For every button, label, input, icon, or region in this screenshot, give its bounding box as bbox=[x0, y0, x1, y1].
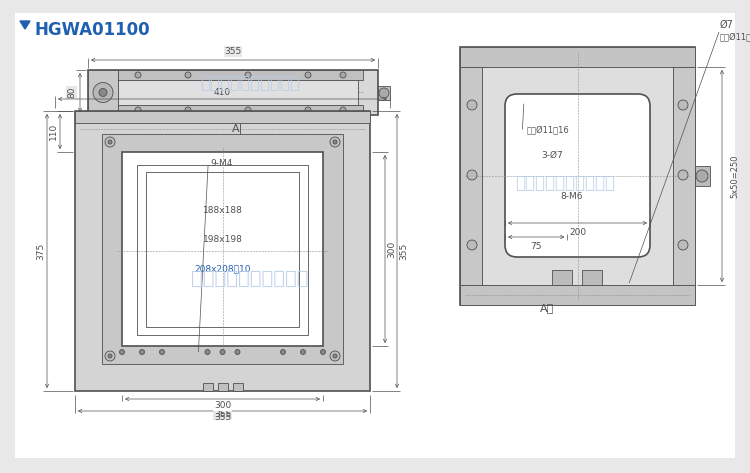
FancyBboxPatch shape bbox=[75, 111, 370, 391]
FancyBboxPatch shape bbox=[15, 13, 735, 458]
Circle shape bbox=[379, 88, 389, 98]
FancyBboxPatch shape bbox=[505, 94, 650, 257]
Circle shape bbox=[135, 107, 141, 113]
Circle shape bbox=[140, 350, 145, 354]
Circle shape bbox=[320, 350, 326, 354]
Circle shape bbox=[333, 140, 337, 144]
Text: 9-M4: 9-M4 bbox=[211, 159, 232, 168]
Circle shape bbox=[330, 351, 340, 361]
Circle shape bbox=[135, 72, 141, 78]
Circle shape bbox=[340, 107, 346, 113]
Text: 355: 355 bbox=[224, 47, 242, 56]
Circle shape bbox=[99, 88, 107, 96]
FancyBboxPatch shape bbox=[460, 285, 695, 305]
Circle shape bbox=[160, 350, 164, 354]
FancyBboxPatch shape bbox=[118, 105, 363, 115]
Circle shape bbox=[108, 354, 112, 358]
Text: 375: 375 bbox=[36, 242, 45, 260]
Polygon shape bbox=[20, 21, 30, 29]
Circle shape bbox=[185, 72, 191, 78]
Text: 北京衡工仪器有限公司: 北京衡工仪器有限公司 bbox=[515, 174, 615, 192]
FancyBboxPatch shape bbox=[88, 70, 118, 115]
Circle shape bbox=[220, 350, 225, 354]
Text: 110: 110 bbox=[49, 123, 58, 140]
FancyBboxPatch shape bbox=[118, 80, 358, 105]
Circle shape bbox=[119, 350, 124, 354]
FancyBboxPatch shape bbox=[460, 47, 695, 67]
Circle shape bbox=[305, 107, 311, 113]
Circle shape bbox=[185, 107, 191, 113]
FancyBboxPatch shape bbox=[75, 111, 370, 123]
Circle shape bbox=[301, 350, 305, 354]
FancyBboxPatch shape bbox=[102, 134, 343, 364]
Circle shape bbox=[108, 140, 112, 144]
Text: 355: 355 bbox=[214, 410, 231, 419]
Text: 355: 355 bbox=[214, 413, 231, 422]
Circle shape bbox=[205, 350, 210, 354]
Circle shape bbox=[340, 72, 346, 78]
Circle shape bbox=[245, 72, 251, 78]
FancyBboxPatch shape bbox=[232, 383, 242, 391]
Circle shape bbox=[333, 354, 337, 358]
FancyBboxPatch shape bbox=[482, 67, 673, 285]
Text: 200: 200 bbox=[569, 228, 586, 237]
Text: HGWA01100: HGWA01100 bbox=[34, 21, 149, 39]
Text: 410: 410 bbox=[214, 88, 231, 97]
Text: 355: 355 bbox=[399, 242, 408, 260]
FancyBboxPatch shape bbox=[118, 70, 363, 80]
Text: 188x188: 188x188 bbox=[202, 206, 242, 215]
FancyBboxPatch shape bbox=[88, 70, 378, 115]
Circle shape bbox=[696, 170, 708, 182]
Text: 300: 300 bbox=[387, 240, 396, 258]
Circle shape bbox=[678, 170, 688, 180]
Text: 75: 75 bbox=[530, 242, 542, 251]
Text: A向: A向 bbox=[540, 303, 554, 313]
Text: 208x208深10: 208x208深10 bbox=[194, 264, 250, 273]
FancyBboxPatch shape bbox=[552, 270, 572, 285]
Text: A|: A| bbox=[232, 123, 244, 133]
Text: 北京衡工仪器有限公司: 北京衡工仪器有限公司 bbox=[200, 74, 300, 92]
FancyBboxPatch shape bbox=[122, 152, 323, 346]
Text: 沉孔Ø11深6.5: 沉孔Ø11深6.5 bbox=[720, 33, 750, 42]
FancyBboxPatch shape bbox=[460, 67, 482, 285]
Circle shape bbox=[105, 137, 115, 147]
Circle shape bbox=[467, 100, 477, 110]
Text: Ø7: Ø7 bbox=[720, 20, 734, 30]
Circle shape bbox=[330, 137, 340, 147]
FancyBboxPatch shape bbox=[378, 86, 390, 100]
Circle shape bbox=[467, 170, 477, 180]
FancyBboxPatch shape bbox=[582, 270, 602, 285]
Circle shape bbox=[105, 351, 115, 361]
FancyBboxPatch shape bbox=[673, 67, 695, 285]
Circle shape bbox=[280, 350, 286, 354]
Text: 198x198: 198x198 bbox=[202, 235, 242, 244]
Circle shape bbox=[678, 240, 688, 250]
Circle shape bbox=[467, 240, 477, 250]
Circle shape bbox=[678, 100, 688, 110]
Text: 80: 80 bbox=[67, 87, 76, 98]
Text: 5x50=250: 5x50=250 bbox=[730, 154, 739, 198]
Text: 沉孔Ø11深16: 沉孔Ø11深16 bbox=[526, 125, 569, 134]
Text: 300: 300 bbox=[214, 401, 231, 410]
FancyBboxPatch shape bbox=[217, 383, 227, 391]
Circle shape bbox=[235, 350, 240, 354]
Circle shape bbox=[93, 82, 113, 103]
Text: 北京衡工仪器有限公司: 北京衡工仪器有限公司 bbox=[191, 269, 309, 288]
Circle shape bbox=[245, 107, 251, 113]
Text: 8-M6: 8-M6 bbox=[560, 192, 583, 201]
FancyBboxPatch shape bbox=[460, 47, 695, 305]
Circle shape bbox=[305, 72, 311, 78]
FancyBboxPatch shape bbox=[202, 383, 212, 391]
Text: 3-Ø7: 3-Ø7 bbox=[542, 151, 563, 160]
FancyBboxPatch shape bbox=[695, 166, 710, 186]
